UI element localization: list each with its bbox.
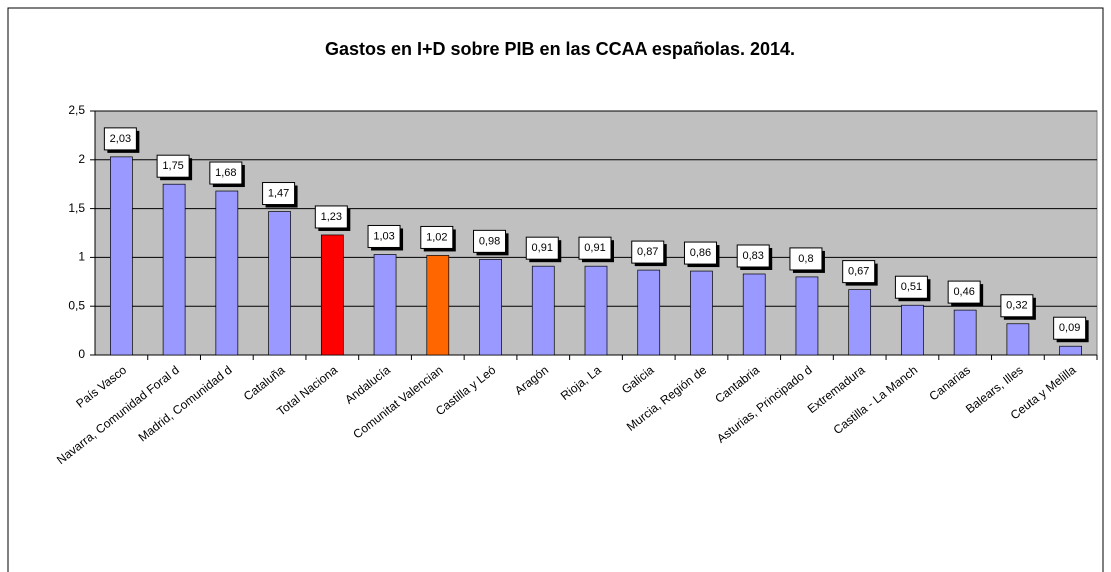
- value-label-box: [842, 260, 876, 284]
- value-label-box: [525, 236, 559, 260]
- value-label: 0,51: [901, 281, 922, 293]
- y-tick-label: 2,5: [68, 103, 85, 117]
- value-label: 0,67: [848, 266, 869, 278]
- value-label: 0,91: [584, 242, 605, 254]
- bar: [795, 276, 819, 356]
- value-label: 0,8: [798, 253, 813, 265]
- y-tick-label: 0: [78, 347, 85, 361]
- bar: [637, 269, 661, 356]
- value-label: 0,86: [690, 247, 711, 259]
- value-label-box: [367, 224, 401, 248]
- value-label-box: [736, 244, 770, 268]
- value-label-box: [947, 280, 981, 304]
- value-label: 1,75: [162, 160, 183, 172]
- value-label-box: [578, 236, 612, 260]
- value-label-box: [683, 241, 717, 265]
- value-label: 1,68: [215, 167, 236, 179]
- y-tick-label: 1,5: [68, 201, 85, 215]
- bar: [162, 183, 186, 356]
- value-label: 0,87: [637, 246, 658, 258]
- bar: [901, 304, 924, 356]
- y-tick-label: 2: [78, 152, 85, 166]
- value-label-box: [314, 205, 348, 229]
- bar: [531, 265, 555, 356]
- y-tick-label: 0,5: [68, 298, 85, 312]
- bar: [690, 270, 713, 356]
- bar: [110, 156, 133, 356]
- value-label-box: [420, 225, 454, 249]
- bar: [320, 234, 344, 356]
- bar: [268, 211, 291, 356]
- bar: [373, 254, 397, 356]
- value-label-box: [103, 127, 137, 151]
- bar: [426, 255, 450, 356]
- value-label-box: [209, 161, 243, 185]
- value-label-box: [894, 275, 928, 299]
- bar: [953, 309, 977, 356]
- bar: [215, 190, 239, 356]
- value-label-box: [631, 240, 665, 264]
- value-label: 1,23: [321, 211, 342, 223]
- value-label: 0,09: [1059, 322, 1080, 334]
- bar: [584, 265, 608, 356]
- value-label-box: [262, 182, 296, 206]
- chart-title: Gastos en I+D sobre PIB en las CCAA espa…: [325, 39, 795, 59]
- value-label-box: [156, 154, 190, 178]
- bar: [1006, 323, 1030, 356]
- value-label-box: [473, 229, 507, 253]
- value-label: 0,91: [532, 242, 553, 254]
- value-label: 0,98: [479, 235, 500, 247]
- bar: [479, 259, 502, 356]
- value-label: 0,46: [953, 286, 974, 298]
- value-label: 1,03: [373, 230, 394, 242]
- value-label: 1,02: [426, 231, 447, 243]
- bar: [1059, 345, 1082, 356]
- value-label: 0,83: [742, 250, 763, 262]
- bar: [848, 289, 872, 356]
- value-label: 0,32: [1006, 300, 1027, 312]
- value-label-box: [1000, 294, 1034, 318]
- value-label: 1,47: [268, 187, 289, 199]
- bar: [742, 273, 766, 356]
- y-tick-label: 1: [78, 250, 85, 264]
- value-label: 2,03: [110, 133, 131, 145]
- value-label-box: [789, 247, 823, 271]
- value-label-box: [1053, 316, 1087, 340]
